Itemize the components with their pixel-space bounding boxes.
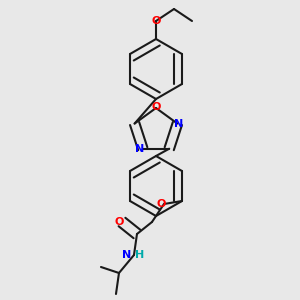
Text: O: O <box>151 16 161 26</box>
Text: O: O <box>114 217 124 227</box>
Text: N: N <box>174 118 184 128</box>
Text: O: O <box>156 199 166 209</box>
Text: N: N <box>122 250 131 260</box>
Text: H: H <box>135 250 145 260</box>
Text: N: N <box>135 144 144 154</box>
Text: O: O <box>151 101 161 112</box>
